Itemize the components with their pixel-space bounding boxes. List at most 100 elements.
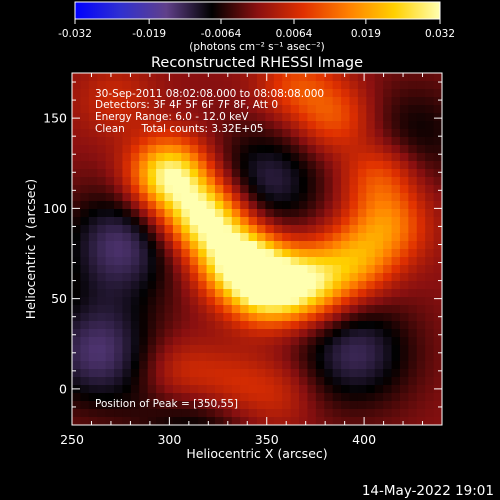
heatmap-cell [391, 409, 401, 418]
heatmap-cell [105, 233, 115, 242]
heatmap-cell [374, 417, 384, 425]
heatmap-cell [282, 209, 292, 218]
heatmap-cell [231, 185, 241, 194]
heatmap-cell [357, 233, 367, 242]
heatmap-cell [408, 217, 418, 226]
heatmap-cell [206, 225, 216, 234]
heatmap-cell [97, 401, 107, 410]
heatmap-cell [265, 393, 275, 402]
heatmap-cell [240, 369, 250, 378]
heatmap-cell [315, 161, 325, 170]
heatmap-cell [332, 297, 342, 306]
heatmap-cell [299, 241, 309, 250]
heatmap-cell [156, 177, 166, 186]
heatmap-cell [324, 89, 334, 98]
heatmap-cell [164, 329, 174, 338]
info-detectors: Detectors: 3F 4F 5F 6F 7F 8F, Att 0 [95, 99, 278, 111]
heatmap-cell [223, 385, 233, 394]
heatmap-cell [105, 313, 115, 322]
heatmap-cell [383, 177, 393, 186]
heatmap-cell [433, 193, 442, 202]
heatmap-cell [223, 393, 233, 402]
heatmap-cell [315, 417, 325, 425]
heatmap-cell [240, 137, 250, 146]
heatmap-cell [164, 161, 174, 170]
heatmap-cell [416, 265, 426, 274]
heatmap-cell [231, 177, 241, 186]
heatmap-cell [349, 369, 359, 378]
heatmap-cell [88, 313, 98, 322]
heatmap-cell [147, 105, 157, 114]
heatmap-cell [147, 249, 157, 258]
heatmap-cell [433, 241, 442, 250]
heatmap-cell [114, 305, 124, 314]
heatmap-cell [366, 177, 376, 186]
heatmap-cell [198, 225, 208, 234]
heatmap-cell [181, 129, 191, 138]
heatmap-cell [80, 73, 90, 82]
heatmap-cell [206, 353, 216, 362]
heatmap-cell [122, 289, 132, 298]
heatmap-cell [383, 209, 393, 218]
heatmap-cell [341, 401, 351, 410]
heatmap-cell [416, 337, 426, 346]
heatmap-cell [139, 97, 149, 106]
heatmap-cell [80, 129, 90, 138]
heatmap-cell [139, 113, 149, 122]
heatmap-cell [214, 169, 224, 178]
heatmap-cell [349, 121, 359, 130]
heatmap-cell [341, 361, 351, 370]
heatmap-cell [72, 401, 82, 410]
heatmap-cell [399, 313, 409, 322]
heatmap-cell [198, 297, 208, 306]
heatmap-cell [341, 249, 351, 258]
heatmap-cell [214, 313, 224, 322]
heatmap-cell [366, 401, 376, 410]
heatmap-cell [189, 73, 199, 82]
heatmap-cell [433, 337, 442, 346]
heatmap-cell [114, 401, 124, 410]
heatmap-cell [130, 329, 140, 338]
heatmap-cell [299, 129, 309, 138]
heatmap-cell [164, 129, 174, 138]
heatmap-cell [341, 73, 351, 82]
heatmap-cell [383, 401, 393, 410]
heatmap-cell [257, 193, 267, 202]
heatmap-cell [114, 249, 124, 258]
heatmap-cell [307, 305, 317, 314]
heatmap-cell [156, 185, 166, 194]
heatmap-cell [416, 353, 426, 362]
heatmap-cell [164, 409, 174, 418]
heatmap-cell [349, 409, 359, 418]
heatmap-cell [391, 385, 401, 394]
heatmap-cell [324, 281, 334, 290]
heatmap-cell [88, 145, 98, 154]
heatmap-cell [231, 337, 241, 346]
heatmap-cell [156, 417, 166, 425]
heatmap-cell [206, 257, 216, 266]
heatmap-cell [139, 249, 149, 258]
heatmap-cell [433, 209, 442, 218]
heatmap-cell [282, 377, 292, 386]
heatmap-cell [181, 249, 191, 258]
heatmap-image [72, 73, 442, 425]
heatmap-cell [206, 201, 216, 210]
heatmap-cell [425, 345, 435, 354]
heatmap-cell [366, 297, 376, 306]
heatmap-cell [282, 161, 292, 170]
heatmap-cell [425, 289, 435, 298]
heatmap-cell [290, 337, 300, 346]
heatmap-cell [282, 337, 292, 346]
heatmap-cell [248, 297, 258, 306]
heatmap-cell [130, 417, 140, 425]
heatmap-cell [265, 417, 275, 425]
heatmap-cell [315, 121, 325, 130]
heatmap-cell [139, 89, 149, 98]
heatmap-cell [72, 265, 82, 274]
heatmap-cell [130, 289, 140, 298]
heatmap-cell [198, 193, 208, 202]
heatmap-cell [433, 225, 442, 234]
heatmap-cell [265, 241, 275, 250]
heatmap-cell [273, 265, 283, 274]
heatmap-cell [97, 169, 107, 178]
